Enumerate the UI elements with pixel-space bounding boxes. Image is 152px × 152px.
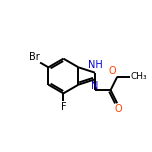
Text: Br: Br <box>29 52 40 62</box>
Text: CH₃: CH₃ <box>131 72 148 81</box>
Text: O: O <box>114 104 122 114</box>
Text: NH: NH <box>88 60 102 70</box>
Text: O: O <box>109 66 116 76</box>
Text: N: N <box>91 81 99 92</box>
Text: F: F <box>61 102 66 112</box>
